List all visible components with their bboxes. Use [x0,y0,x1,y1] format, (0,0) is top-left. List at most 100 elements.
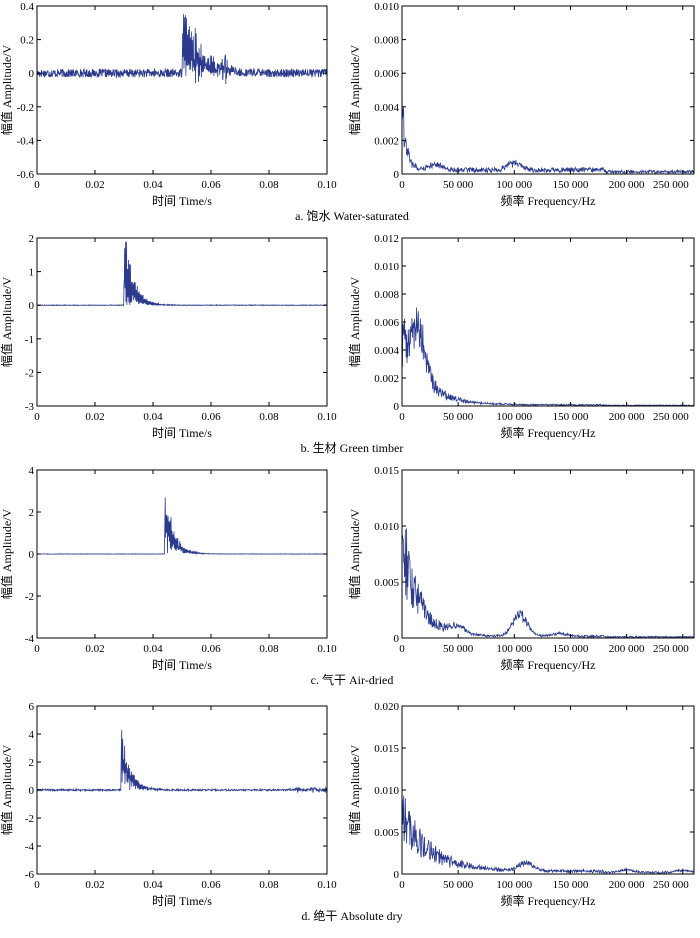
y-axis-label: 幅值 Amplitude/V [347,277,362,368]
x-tick-label: 100 000 [496,643,532,655]
x-tick-label: 0.06 [201,643,221,655]
y-tick-label: 0.010 [374,261,399,273]
x-tick-label: 0.04 [143,411,163,423]
x-tick-label: 0 [399,643,405,655]
x-tick-label: 0.10 [317,643,337,655]
y-tick-label: -2 [25,813,34,825]
y-tick-label: 0 [394,401,400,413]
y-tick-label: 0.012 [374,233,399,245]
x-tick-label: 50 000 [443,879,474,891]
y-axis-label: 幅值 Amplitude/V [0,45,14,136]
x-axis-label: 频率 Frequency/Hz [501,193,596,208]
x-tick-label: 250 000 [653,179,689,191]
y-tick-label: 0 [29,549,35,561]
x-tick-label: 0.02 [85,879,104,891]
x-tick-label: 150 000 [553,411,589,423]
y-tick-label: 0.005 [374,577,399,589]
x-tick-label: 0.04 [143,643,163,655]
axes-frame [401,5,695,175]
x-tick-label: 150 000 [553,643,589,655]
chart-a-freq: 0 50 000 100 000 150 000 200 000 250 000 0 0.00… [347,1,695,208]
y-axis-label: 幅值 Amplitude/V [347,45,362,136]
y-axis-label: 幅值 Amplitude/V [0,277,14,368]
axes-frame [401,237,695,407]
x-tick-label: 200 000 [609,879,645,891]
y-tick-label: 0.005 [374,827,399,839]
y-tick-label: -0.4 [17,135,35,147]
x-tick-label: 250 000 [653,879,689,891]
y-tick-label: 2 [29,507,35,519]
series-line [401,307,695,407]
x-tick-label: 0.08 [259,179,279,191]
x-tick-label: 0.06 [201,411,221,423]
y-tick-label: -0.2 [17,102,34,114]
x-tick-label: 0.02 [85,643,104,655]
subfigure-caption: c. 气干 Air-dried [311,672,394,687]
series-line [36,14,328,84]
x-tick-label: 100 000 [496,411,532,423]
y-tick-label: 0.006 [374,68,399,80]
x-tick-label: 0 [34,643,40,655]
x-axis-label: 频率 Frequency/Hz [501,893,596,908]
y-tick-label: -1 [25,334,34,346]
x-tick-label: 0 [399,411,405,423]
y-tick-label: -2 [25,367,34,379]
x-tick-label: 200 000 [609,411,645,423]
y-tick-label: 0.4 [20,1,34,13]
x-tick-label: 200 000 [609,179,645,191]
y-tick-label: 0.2 [20,35,34,47]
series-line [36,730,328,793]
x-tick-label: 0 [399,179,405,191]
x-tick-label: 50 000 [443,179,474,191]
x-tick-label: 0.10 [317,879,337,891]
y-tick-label: 4 [29,729,35,741]
y-tick-label: -6 [25,869,35,881]
x-tick-label: 200 000 [609,643,645,655]
x-tick-label: 0.10 [317,179,337,191]
chart-a-time: 0 0.02 0.04 0.06 0.08 0.10 -0.6 -0.4 -0.2 0 0.2 0.4… [0,1,409,223]
chart-b-freq: 0 50 000 100 000 150 000 200 000 250 000 0 0.00… [347,233,695,440]
x-axis-label: 时间 Time/s [152,894,212,908]
x-axis-label: 频率 Frequency/Hz [501,425,596,440]
axes-frame [401,469,695,639]
series-line [401,528,695,639]
y-tick-label: 0.002 [374,135,399,147]
y-tick-label: -3 [25,401,35,413]
x-tick-label: 100 000 [496,879,532,891]
y-tick-label: 0.010 [374,521,399,533]
y-axis-label: 幅值 Amplitude/V [0,745,14,836]
x-tick-label: 0 [34,179,40,191]
y-axis-label: 幅值 Amplitude/V [0,509,14,600]
subfigure-caption: b. 生材 Green timber [301,441,404,455]
x-tick-label: 100 000 [496,179,532,191]
x-axis-label: 时间 Time/s [152,426,212,440]
series-line [36,497,328,556]
chart-d-freq: 0 50 000 100 000 150 000 200 000 250 000 0 0.00… [347,701,695,908]
chart-c-freq: 0 50 000 100 000 150 000 200 000 250 000 0 0.00… [347,465,695,672]
y-tick-label: 0 [394,869,400,881]
x-axis-label: 时间 Time/s [152,658,212,672]
y-tick-label: 0 [394,169,400,181]
y-tick-label: 1 [29,267,35,279]
y-tick-label: 0.004 [374,102,399,114]
y-tick-label: 0.015 [374,743,399,755]
subfigure-caption: d. 绝干 Absolute dry [301,908,402,923]
y-tick-label: 2 [29,233,35,245]
y-tick-label: 0.020 [374,701,399,713]
chart-c-time: 0 0.02 0.04 0.06 0.08 0.10 -4 -2 0 2 4 时间 Time/s 幅值 … [0,465,393,687]
y-tick-label: 0 [29,785,35,797]
x-tick-label: 0.02 [85,179,104,191]
y-tick-label: 4 [29,465,35,477]
y-tick-label: 0.008 [374,35,399,47]
x-tick-label: 0 [399,879,405,891]
y-tick-label: 0 [29,300,35,312]
series-line [36,241,328,307]
chart-b-time: 0 0.02 0.04 0.06 0.08 0.10 -3 -2 -1 0 1 2 时间 Time/s 幅… [0,233,403,455]
x-axis-label: 时间 Time/s [152,194,212,208]
y-tick-label: -4 [25,841,35,853]
x-tick-label: 0.08 [259,879,279,891]
x-axis-label: 频率 Frequency/Hz [501,657,596,672]
y-tick-label: -0.6 [17,169,35,181]
x-tick-label: 0.08 [259,411,279,423]
